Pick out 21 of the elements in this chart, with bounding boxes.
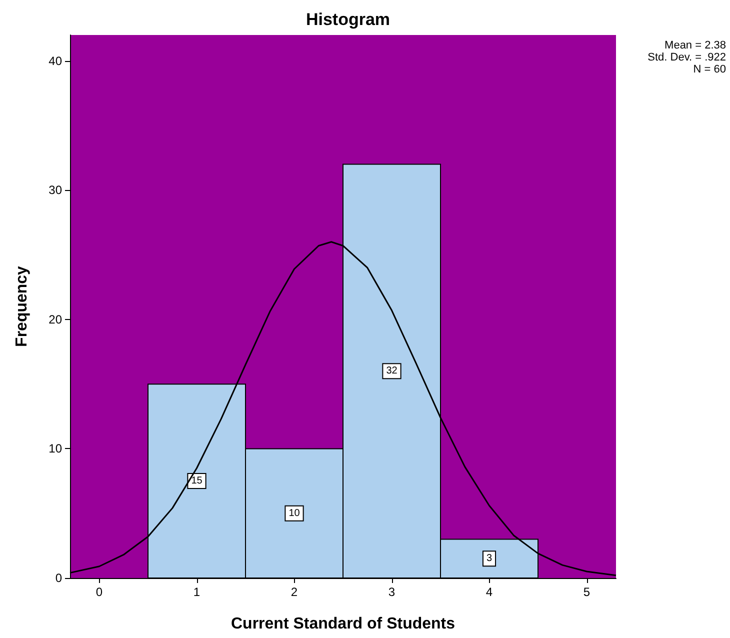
text: Std. Dev. = .922 <box>648 52 726 64</box>
y-tick-label: 30 <box>48 183 62 198</box>
data-label: 10 <box>288 508 300 519</box>
text: N = 60 <box>693 64 726 76</box>
data-label: 3 <box>486 553 492 564</box>
x-tick-label: 2 <box>290 585 298 599</box>
y-tick-label: 40 <box>48 54 62 68</box>
chart-title: Histogram <box>306 10 390 29</box>
x-axis-title: Current Standard of Students <box>230 616 456 632</box>
x-tick-label: 0 <box>96 585 103 599</box>
y-tick-label: 10 <box>48 442 62 456</box>
y-tick-label: 20 <box>48 312 62 326</box>
data-label: 15 <box>191 476 203 487</box>
x-tick-label: 5 <box>583 585 590 599</box>
y-tick-label: 0 <box>55 571 62 585</box>
y-axis-title: Frequency <box>14 266 30 347</box>
x-tick-label: 4 <box>486 585 493 599</box>
x-tick-label: 1 <box>193 585 200 599</box>
text: Mean = 2.38 <box>664 40 726 52</box>
x-tick-label: 3 <box>388 585 396 599</box>
data-label: 32 <box>386 366 398 377</box>
